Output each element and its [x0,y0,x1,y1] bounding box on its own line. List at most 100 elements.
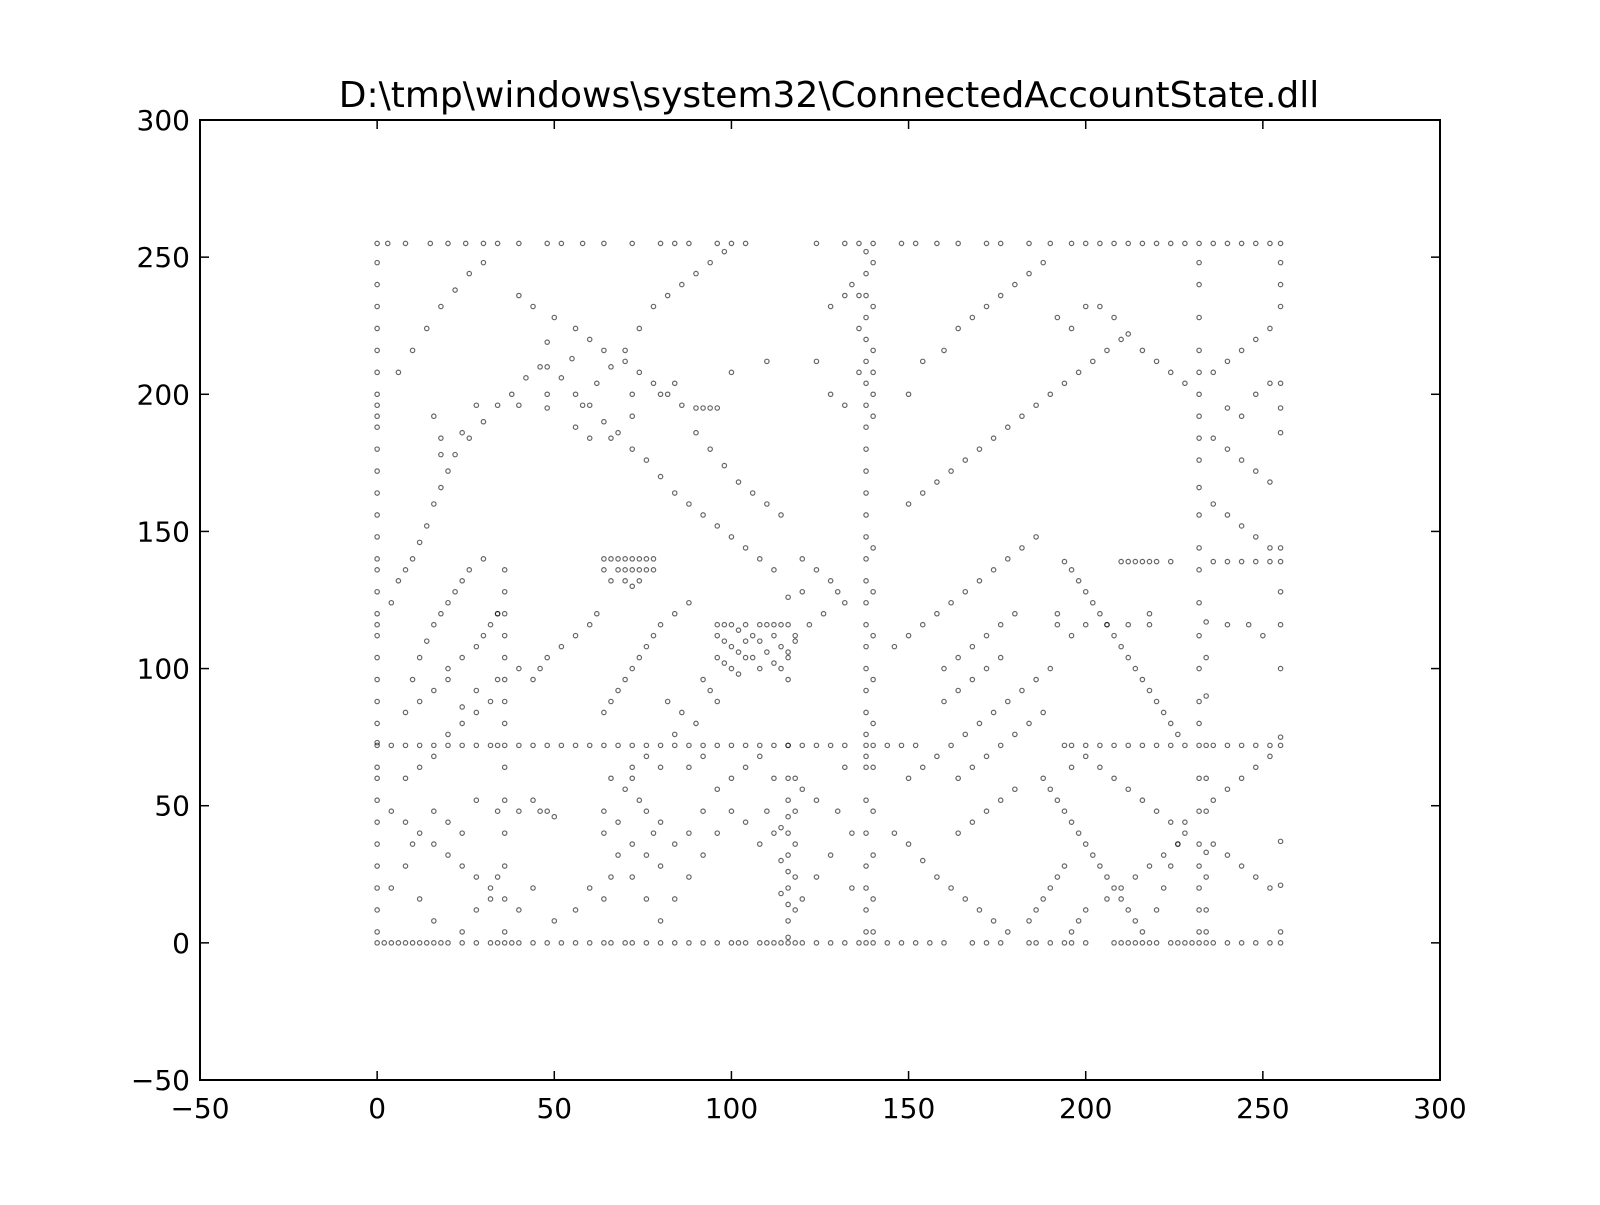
data-point [431,621,437,628]
data-point [792,841,799,847]
data-point [657,621,664,628]
data-point [551,918,558,924]
y-tick-label: 300 [137,104,190,137]
data-point [1277,259,1284,266]
data-point [671,742,678,749]
y-tick-label: 0 [172,927,190,960]
data-point [374,556,380,562]
data-point [997,621,1004,628]
data-point [374,413,380,420]
data-point [1068,819,1075,825]
data-point [1224,358,1231,365]
data-point [1203,654,1209,661]
data-point [622,347,628,354]
data-point [1160,885,1167,891]
data-point [799,896,806,902]
data-point [1196,742,1202,749]
data-point [381,940,388,946]
data-point [792,940,799,946]
data-point [785,901,791,908]
data-point [990,435,997,441]
data-point [615,819,621,825]
data-point [601,830,607,836]
data-point [990,918,997,924]
data-point [742,621,749,628]
data-point [1068,764,1075,771]
data-point [409,676,416,683]
data-point [997,240,1004,247]
data-point [813,874,820,880]
data-point [1125,786,1132,793]
data-point [1082,588,1089,595]
data-point [863,248,869,255]
data-point [608,775,614,782]
data-point [1075,830,1082,836]
data-point [416,654,423,661]
data-point [466,435,473,441]
data-point [1012,786,1018,793]
data-point [445,665,451,672]
data-point [1019,687,1025,694]
data-point [1196,512,1202,518]
data-point [756,940,763,946]
data-point [1238,457,1245,463]
data-point [785,813,791,820]
data-point [849,885,855,891]
data-point [1118,336,1124,343]
data-point [501,720,508,727]
data-point [1111,240,1117,247]
data-point [601,556,607,562]
data-point [572,424,579,431]
data-point [1132,940,1139,946]
data-point [870,259,876,266]
data-point [1277,545,1284,551]
data-point [572,632,579,639]
data-point [374,347,380,354]
data-point [1182,240,1188,247]
y-tick-label: 150 [137,515,190,548]
data-point [1075,918,1082,924]
data-point [657,863,664,869]
data-point [955,775,961,782]
data-point [622,556,628,562]
data-point [1082,940,1089,946]
data-point [941,665,947,672]
data-point [884,940,891,946]
data-point [374,720,380,727]
data-point [728,621,735,628]
data-point [905,841,912,847]
y-tick-label: 200 [137,378,190,411]
data-point [388,808,395,815]
data-point [1277,281,1284,288]
data-point [1146,558,1153,565]
data-point [1210,435,1217,441]
data-point [792,874,799,880]
data-point [494,808,501,815]
data-point [870,413,876,420]
data-point [771,742,777,749]
data-point [664,698,671,705]
data-point [1026,918,1032,924]
data-point [1146,621,1153,628]
data-point [1040,775,1047,782]
data-point [693,270,699,277]
data-point [608,698,614,705]
data-point [870,929,876,935]
data-point [749,632,756,639]
data-point [1167,863,1174,869]
data-point [671,490,678,496]
data-point [841,940,848,946]
data-point [714,786,721,793]
data-point [459,830,465,836]
data-point [756,621,763,628]
data-point [969,819,976,825]
data-point [516,742,522,749]
data-point [948,885,954,891]
data-point [771,940,777,946]
data-point [905,391,912,398]
data-point [1196,665,1202,672]
data-point [700,512,706,518]
data-point [721,248,728,255]
data-point [1047,391,1054,398]
data-point [593,610,600,617]
